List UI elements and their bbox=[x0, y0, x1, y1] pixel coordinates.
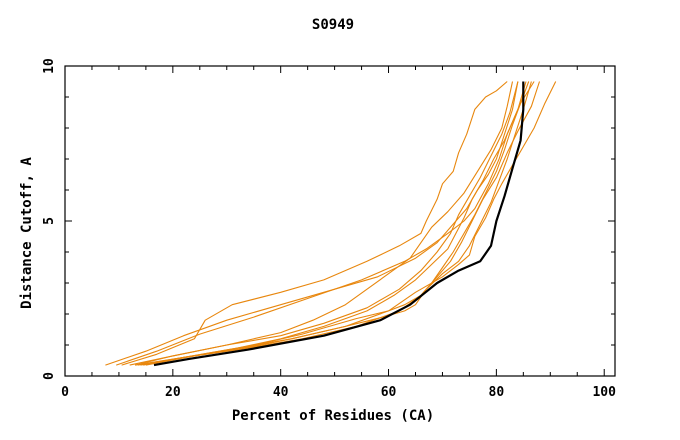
x-tick-label: 0 bbox=[61, 385, 69, 400]
x-tick-label: 100 bbox=[592, 385, 616, 400]
chart-title: S0949 bbox=[312, 17, 354, 33]
series-line-model-j bbox=[145, 81, 535, 366]
series-line-model-i bbox=[137, 81, 557, 366]
y-tick-label: 5 bbox=[42, 217, 57, 225]
series-line-model-b bbox=[116, 81, 527, 366]
x-axis-label: Percent of Residues (CA) bbox=[232, 408, 434, 424]
x-tick-label: 60 bbox=[381, 385, 397, 400]
series-line-model-h bbox=[135, 81, 541, 366]
plot-frame bbox=[64, 65, 616, 377]
x-tick-label: 40 bbox=[273, 385, 289, 400]
series-line-model-f bbox=[143, 81, 532, 366]
series-line-model-a bbox=[105, 81, 519, 366]
series-line-model-g bbox=[129, 81, 519, 366]
y-tick-label: 0 bbox=[42, 372, 57, 380]
y-tick-label: 10 bbox=[42, 58, 57, 74]
series-line-model-d bbox=[134, 81, 514, 366]
plot-border bbox=[64, 65, 616, 377]
series-line-highlighted bbox=[153, 81, 525, 367]
x-tick-label: 80 bbox=[489, 385, 505, 400]
y-axis-label: Distance Cutoff, A bbox=[19, 157, 35, 309]
series-layer bbox=[105, 81, 557, 367]
series-line-model-c bbox=[121, 81, 508, 366]
x-tick-label: 20 bbox=[165, 385, 181, 400]
ticks-layer: 0 20 40 60 80 100 0 5 10 bbox=[42, 58, 616, 400]
